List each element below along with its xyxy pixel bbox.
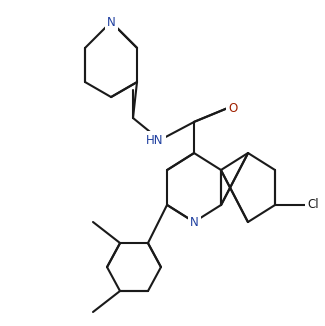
Text: HN: HN bbox=[146, 134, 164, 146]
Text: Cl: Cl bbox=[307, 199, 319, 212]
Text: N: N bbox=[189, 215, 198, 229]
Text: O: O bbox=[228, 101, 238, 114]
Text: N: N bbox=[107, 16, 115, 28]
